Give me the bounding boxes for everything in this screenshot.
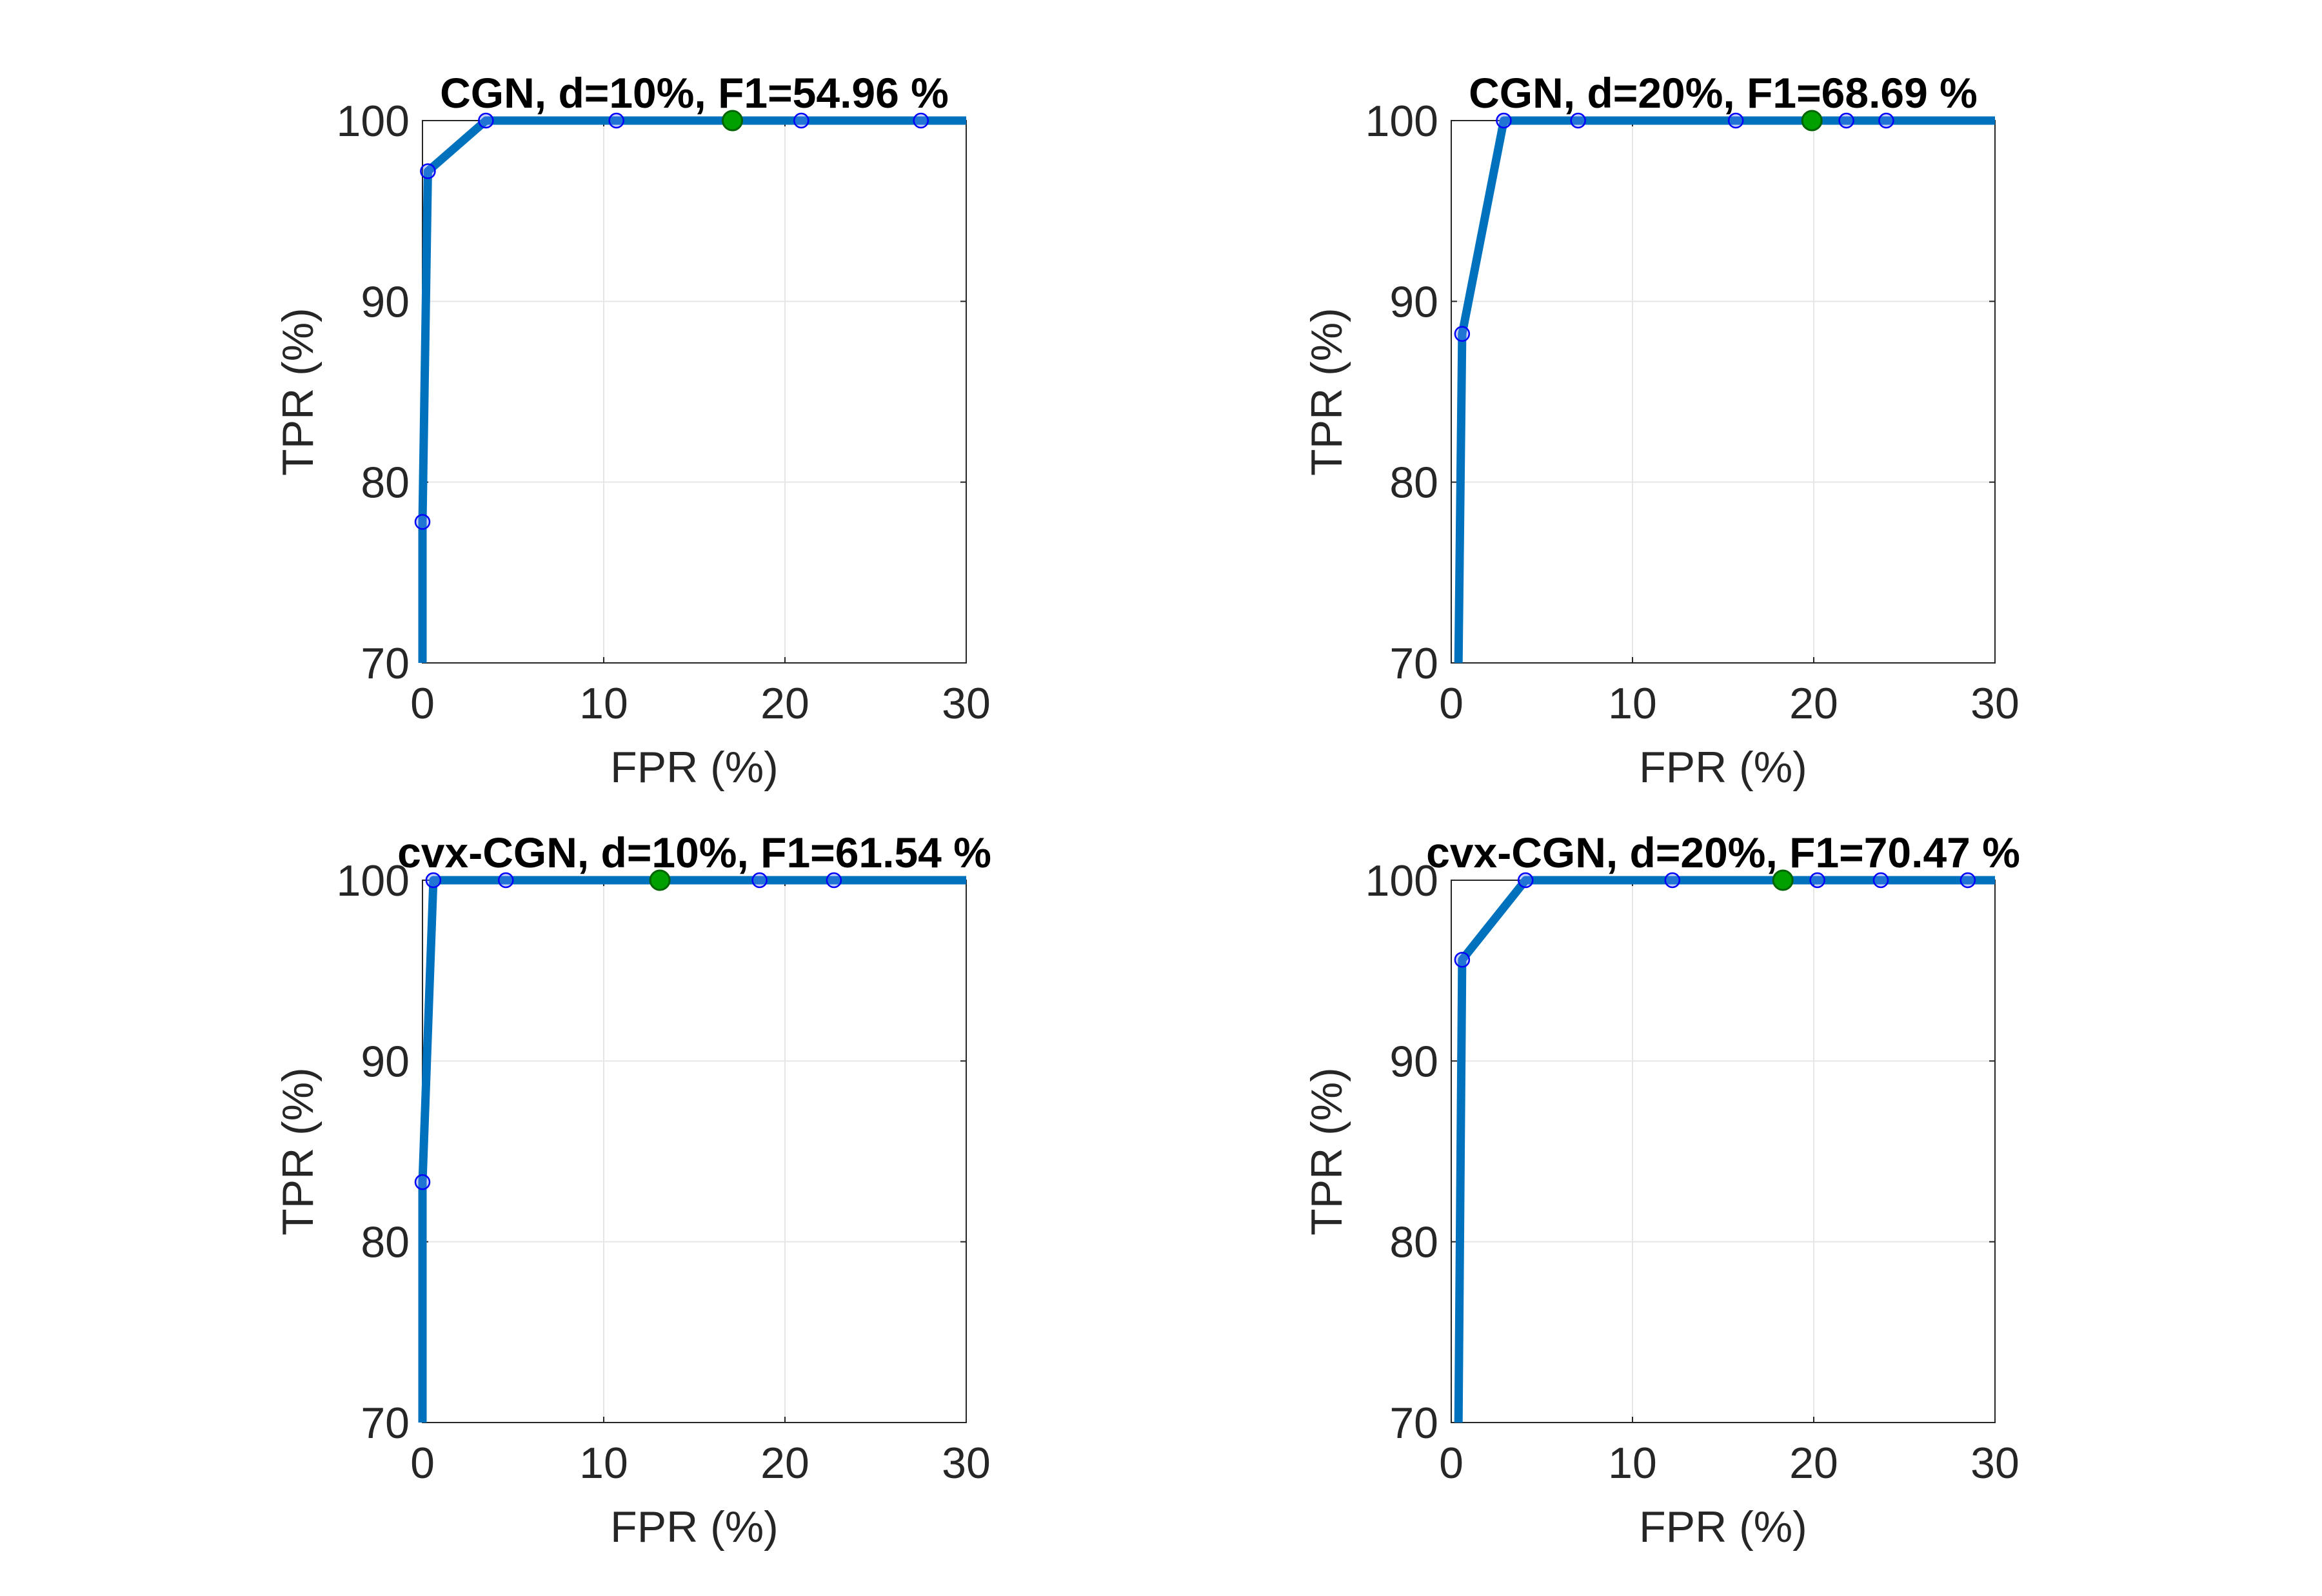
- best-f1-point-marker: [649, 869, 671, 891]
- chart-panel-1: 0 10 20 30 70 80 90 100 FPR (%) TPR (%) CGN, d=10%…: [273, 69, 991, 792]
- chart-title: cvx-CGN, d=20%, F1=70.47 %: [1426, 829, 2020, 876]
- plot-area: [422, 880, 966, 1423]
- y-tick-label: 90: [361, 277, 410, 326]
- data-point-marker: [1809, 872, 1825, 889]
- data-point-marker: [498, 872, 514, 889]
- x-tick-label: 20: [1789, 679, 1838, 728]
- y-axis-label: TPR (%): [1302, 1067, 1351, 1236]
- x-axis-label: FPR (%): [610, 743, 779, 792]
- chart-title: CGN, d=20%, F1=68.69 %: [1469, 69, 1978, 117]
- data-point-marker: [1517, 872, 1534, 889]
- x-tick-label: 30: [1970, 1439, 2019, 1488]
- roc-curve-line: [418, 116, 966, 663]
- plot-area: [422, 121, 966, 663]
- y-tick-label: 90: [1389, 1037, 1438, 1086]
- x-tick-label: 20: [760, 1439, 809, 1488]
- x-tick-label: 10: [579, 679, 628, 728]
- data-point-marker: [608, 112, 624, 129]
- y-tick-label: 90: [1389, 277, 1438, 326]
- x-tick-label: 30: [942, 1439, 991, 1488]
- data-point-marker: [1872, 872, 1889, 889]
- plot-area: [1451, 880, 1995, 1423]
- data-point-marker: [1570, 112, 1586, 129]
- chart-panel-3: 0 10 20 30 70 80 90 100 FPR (%) TPR (%) cvx-CGN, d…: [273, 829, 991, 1552]
- data-point-marker: [913, 112, 929, 129]
- data-point-marker: [414, 514, 431, 530]
- y-tick-label: 100: [1365, 856, 1438, 905]
- y-tick-label: 100: [337, 97, 410, 146]
- x-tick-label: 0: [410, 679, 435, 728]
- data-point-marker: [1454, 952, 1471, 968]
- best-f1-point-marker: [1801, 110, 1823, 132]
- y-tick-label: 70: [361, 639, 410, 688]
- chart-panel-2: 0 10 20 30 70 80 90 100 FPR (%) TPR (%) CGN, d=20%…: [1302, 69, 2019, 792]
- y-tick-label: 80: [1389, 458, 1438, 507]
- y-axis-label: TPR (%): [273, 308, 322, 476]
- data-point-marker: [1960, 872, 1976, 889]
- x-tick-label: 0: [1439, 1439, 1464, 1488]
- x-axis-label: FPR (%): [610, 1502, 779, 1552]
- data-point-marker: [1454, 326, 1471, 342]
- best-f1-point-marker: [1772, 869, 1794, 891]
- y-tick-label: 80: [1389, 1218, 1438, 1267]
- y-tick-label: 90: [361, 1037, 410, 1086]
- data-point-marker: [420, 163, 436, 179]
- y-tick-label: 80: [361, 458, 410, 507]
- x-tick-label: 10: [1608, 1439, 1657, 1488]
- y-tick-label: 100: [337, 856, 410, 905]
- chart-title: cvx-CGN, d=10%, F1=61.54 %: [397, 829, 991, 876]
- x-axis-label: FPR (%): [1639, 743, 1807, 792]
- x-tick-label: 0: [410, 1439, 435, 1488]
- x-tick-label: 30: [1970, 679, 2019, 728]
- x-tick-label: 10: [579, 1439, 628, 1488]
- x-tick-label: 10: [1608, 679, 1657, 728]
- y-tick-label: 70: [361, 1399, 410, 1448]
- y-tick-label: 80: [361, 1218, 410, 1267]
- x-tick-label: 20: [760, 679, 809, 728]
- y-axis-label: TPR (%): [1302, 308, 1351, 476]
- data-point-marker: [1727, 112, 1744, 129]
- best-f1-point-marker: [722, 110, 744, 132]
- data-point-marker: [1496, 112, 1512, 129]
- x-tick-label: 0: [1439, 679, 1464, 728]
- y-tick-label: 100: [1365, 97, 1438, 146]
- x-tick-label: 20: [1789, 1439, 1838, 1488]
- data-point-marker: [826, 872, 842, 889]
- data-point-marker: [1838, 112, 1854, 129]
- x-tick-label: 30: [942, 679, 991, 728]
- data-point-marker: [425, 872, 442, 889]
- data-point-marker: [1878, 112, 1894, 129]
- y-tick-label: 70: [1389, 1399, 1438, 1448]
- data-point-marker: [1664, 872, 1681, 889]
- chart-title: CGN, d=10%, F1=54.96 %: [440, 69, 949, 117]
- data-point-marker: [793, 112, 809, 129]
- data-point-marker: [414, 1174, 431, 1190]
- data-point-marker: [751, 872, 768, 889]
- chart-panel-4: 0 10 20 30 70 80 90 100 FPR (%) TPR (%) cvx-CGN, d…: [1302, 829, 2020, 1552]
- data-point-marker: [478, 112, 494, 129]
- y-axis-label: TPR (%): [273, 1067, 322, 1236]
- plot-area: [1451, 121, 1995, 663]
- x-axis-label: FPR (%): [1639, 1502, 1807, 1552]
- roc-curve-line: [418, 876, 966, 1423]
- roc-curve-line: [1454, 116, 1995, 664]
- y-tick-label: 70: [1389, 639, 1438, 688]
